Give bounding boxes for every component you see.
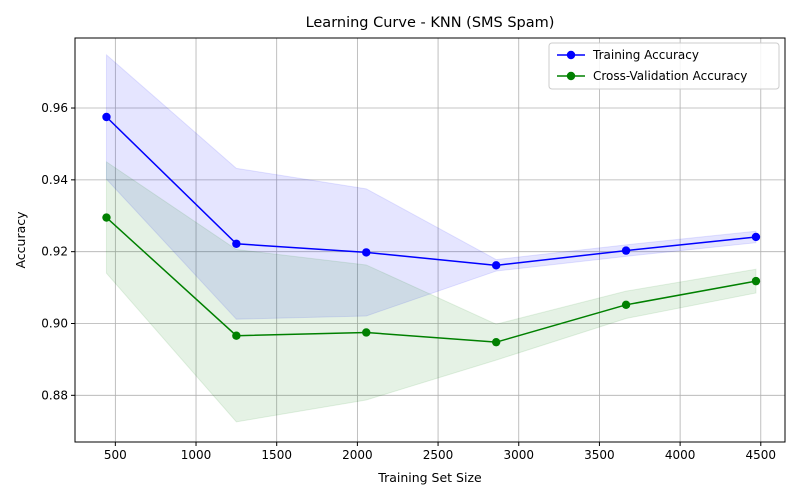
x-tick-label: 2000 (342, 448, 373, 462)
series-0-line (105, 116, 757, 267)
plot-frame (74, 37, 786, 443)
y-tick-label: 0.88 (41, 388, 68, 402)
x-tick-label: 1500 (261, 448, 292, 462)
y-tick-label: 0.92 (41, 245, 68, 259)
x-tick-label: 2500 (423, 448, 454, 462)
legend-label-1: Cross-Validation Accuracy (593, 69, 747, 83)
legend-box (548, 42, 780, 90)
series-1-point (751, 276, 761, 286)
x-tick-label: 3500 (584, 448, 615, 462)
chart-title: Learning Curve - KNN (SMS Spam) (306, 15, 555, 31)
series-1-line (105, 217, 757, 343)
x-tick-label: 3000 (503, 448, 534, 462)
axis-ticks: 500 1000 1500 2000 2500 3000 3500 4000 4500 0.88 0… (41, 101, 776, 462)
series-0-point (751, 232, 761, 242)
y-axis-label: Accuracy (13, 211, 28, 269)
series-1-point (232, 331, 241, 340)
series-1-point (102, 213, 111, 222)
series-1-point (362, 328, 371, 337)
x-tick-label: 500 (104, 448, 127, 462)
series-1-point (621, 300, 631, 310)
confidence-bands (105, 53, 757, 423)
series-0-point (232, 239, 241, 248)
x-tick-label: 1000 (181, 448, 212, 462)
legend: Training Accuracy Cross-Validation Accura… (548, 42, 780, 90)
series-lines (102, 112, 761, 347)
grid-lines (75, 38, 785, 442)
legend-label-0: Training Accuracy (592, 48, 699, 62)
series-0-point (102, 112, 111, 122)
x-tick-label: 4500 (746, 448, 777, 462)
series-1-band (105, 160, 757, 423)
legend-marker-0 (566, 50, 576, 60)
x-axis-label: Training Set Size (377, 470, 482, 485)
series-0-band (105, 53, 757, 320)
series-0-point (362, 248, 371, 257)
y-tick-label: 0.96 (41, 101, 68, 115)
x-tick-label: 4000 (665, 448, 696, 462)
y-tick-label: 0.90 (41, 316, 68, 330)
series-0-point (491, 261, 501, 270)
series-1-point (491, 337, 501, 347)
series-0-point (621, 246, 631, 255)
legend-marker-1 (566, 71, 576, 81)
y-tick-label: 0.94 (41, 173, 68, 187)
